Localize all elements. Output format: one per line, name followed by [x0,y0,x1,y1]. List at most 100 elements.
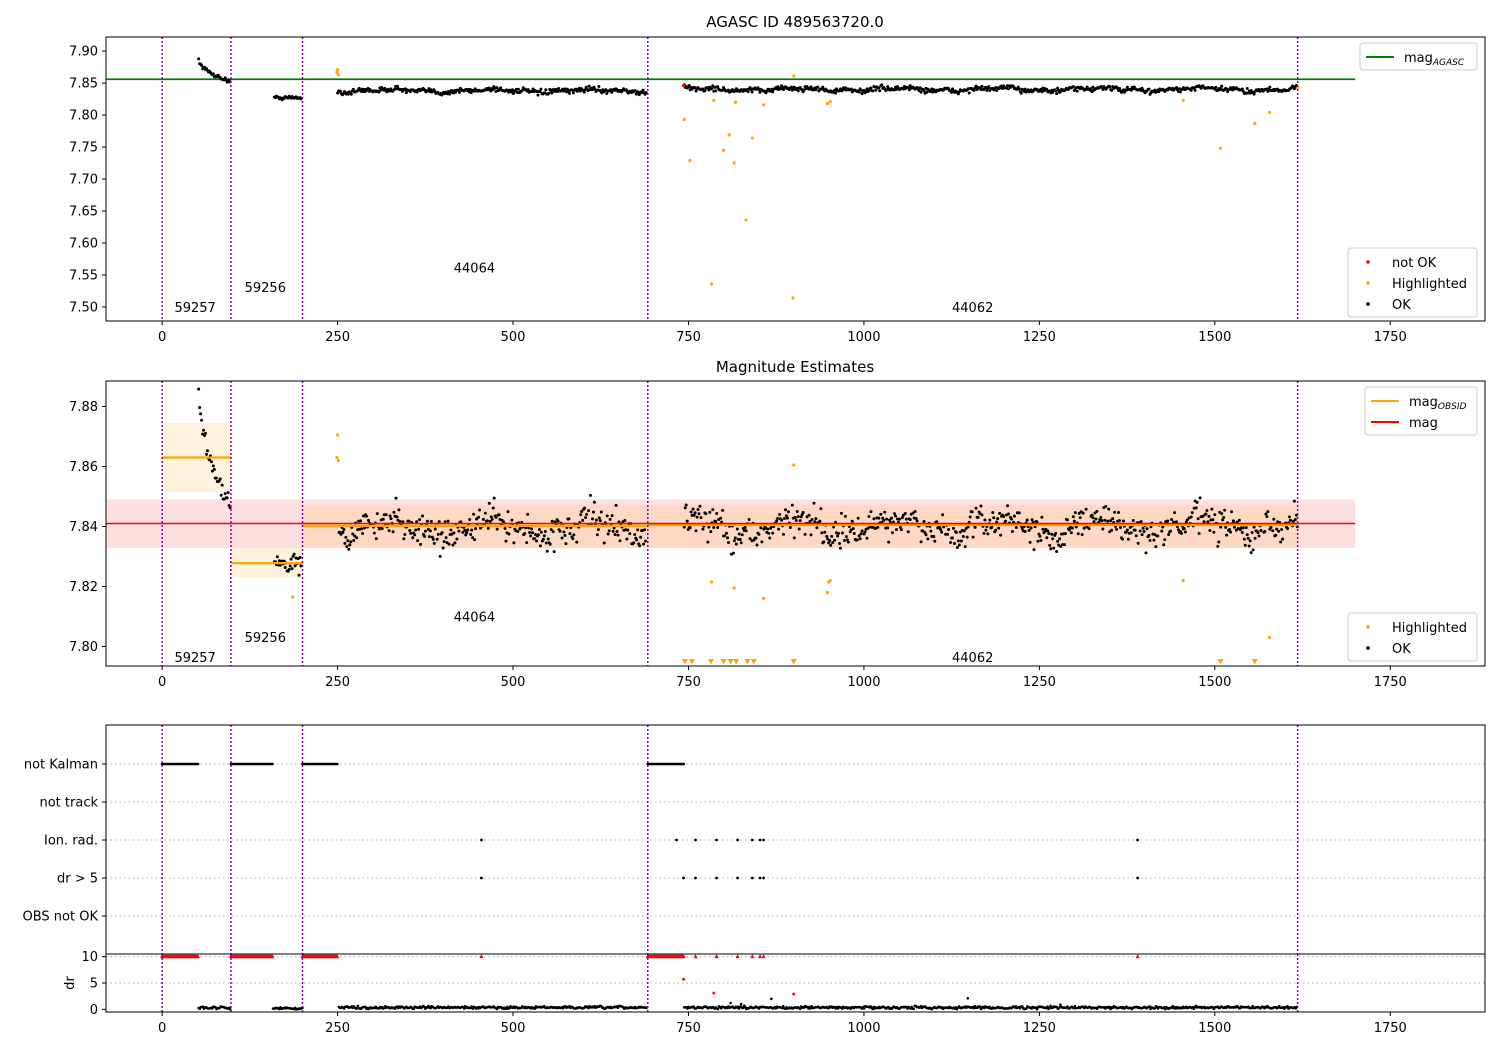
ok-data-point [721,508,725,512]
ok-data-point [1144,551,1148,555]
highlighted-point [710,580,714,584]
ok-data-point [1010,529,1014,533]
ok-data-point [1272,517,1276,521]
highlighted-point [335,70,339,74]
x-tick-label: 1000 [847,675,880,690]
ok-data-point [712,526,716,530]
x-tick-label: 750 [676,675,701,690]
y-tick-label: 7.90 [69,45,98,60]
ok-data-point [959,539,963,543]
ok-data-point [842,539,846,543]
ok-data-point [594,518,598,522]
dr-point [912,1007,916,1011]
ok-data-point [581,518,585,522]
panel-2-title: Magnitude Estimates [716,358,874,376]
ok-data-point [899,528,903,532]
offscale-marker [733,659,740,665]
ok-data-point [1266,510,1270,514]
ok-data-point [510,518,514,522]
ok-data-point [688,526,692,530]
ok-data-point [833,538,837,542]
flag-point [694,876,697,880]
ok-data-point [542,534,546,538]
ok-data-point [1174,520,1178,524]
ok-data-point [210,469,214,473]
ok-data-point [925,90,929,94]
dr-point [716,1007,720,1011]
ok-data-point [1202,520,1206,524]
ok-data-point [347,547,351,551]
ok-data-point [1020,526,1024,530]
legend-dot-swatch [1366,281,1370,285]
ok-data-point [726,540,730,544]
ok-data-point [859,532,863,536]
flag-point [758,876,762,880]
ok-data-point [198,405,202,409]
highlighted-point [335,433,340,437]
obsid-label: 44064 [454,261,495,276]
dr-point [741,1006,745,1010]
ok-data-point [395,515,399,519]
dr-point [1049,1004,1052,1008]
ok-data-point [618,539,622,543]
ok-data-point [1039,538,1043,542]
ok-data-point [877,516,881,520]
flag-point [675,838,678,842]
obsid-label: 44062 [952,301,993,316]
x-tick-label: 500 [501,1021,526,1036]
offscale-marker [720,659,727,665]
ok-data-point [961,534,965,538]
flag-point [750,876,754,880]
ok-data-point [941,513,945,517]
ok-data-point [492,496,496,500]
ok-data-point [421,514,425,518]
flag-point [750,838,754,842]
ok-data-point [536,533,540,537]
ok-data-point [792,85,796,89]
ok-data-point [461,530,465,534]
ok-data-point [869,510,873,514]
ok-data-point [606,532,610,536]
ok-data-point [1091,516,1095,520]
ok-data-point [605,514,609,518]
flag-point [271,762,274,766]
ok-data-point [992,516,996,520]
ok-data-point [557,87,561,91]
ok-data-point [950,87,954,91]
dr-red-point [712,991,716,995]
ok-data-point [429,519,433,523]
ok-data-point [1179,531,1183,535]
x-tick-label: 1500 [1198,675,1231,690]
ok-data-point [571,537,575,541]
obsid-label: 59257 [174,301,215,316]
ok-data-point [1230,510,1234,514]
flag-point [196,762,200,766]
ok-data-point [757,532,761,536]
ok-data-point [976,515,980,519]
ok-data-point [1207,514,1211,518]
not-ok-point [681,84,686,88]
ok-data-point [1263,529,1267,533]
ok-data-point [831,541,835,545]
ok-data-point [278,563,282,567]
ok-data-point [747,517,751,521]
ok-data-point [495,86,499,90]
ok-data-point [735,527,739,531]
ok-data-point [611,529,615,533]
ok-data-point [355,536,359,540]
ok-data-point [829,543,833,547]
ok-data-point [507,532,511,536]
ok-data-point [558,529,562,533]
legend-box [1347,247,1478,318]
ok-data-point [1017,511,1021,515]
ok-data-point [908,84,912,88]
ok-data-point [860,529,864,533]
highlighted-point [1267,110,1272,115]
ok-data-point [1056,539,1060,543]
ok-data-point [636,528,640,532]
agasc-magnitude-panel: 59257 59256 44064 44062 0 250 500 750 1000 1250 15… [69,36,1486,345]
flag-row-label: not Kalman [24,758,98,773]
x-tick-label: 0 [158,1021,166,1036]
